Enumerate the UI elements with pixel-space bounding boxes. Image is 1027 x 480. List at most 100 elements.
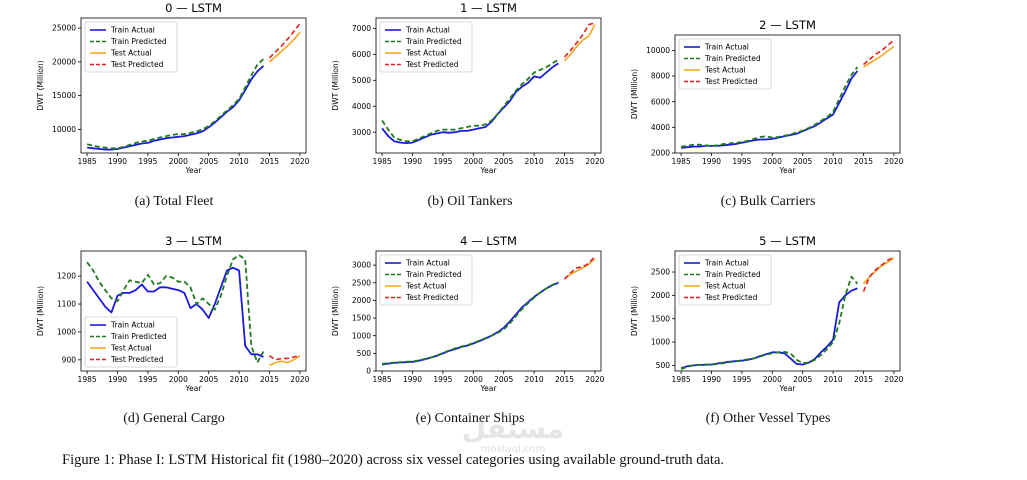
legend-box <box>678 38 772 90</box>
series-line-train-predicted <box>86 58 265 150</box>
y-tick-label: 20000 <box>52 57 76 66</box>
plot-frame <box>674 34 901 154</box>
x-tick-label: 1990 <box>702 157 721 166</box>
y-tick-label: 2500 <box>651 268 670 277</box>
y-tick-label: 500 <box>656 361 671 370</box>
x-axis-label: Year <box>779 384 797 393</box>
legend-label-train-actual: Train Actual <box>405 259 450 268</box>
x-tick-label: 2015 <box>260 375 279 384</box>
x-tick-label: 2005 <box>494 375 513 384</box>
line-chart-0: 0 — LSTM 1985 1990 1995 2000 2005 2010 2015 2020… <box>36 1 310 175</box>
legend-label-test-predicted: Test Predicted <box>110 355 164 364</box>
legend-label-train-predicted: Train Predicted <box>110 332 167 341</box>
x-tick-label: 1995 <box>732 157 751 166</box>
legend-label-train-predicted: Train Predicted <box>704 54 761 63</box>
caption-d: (d) General Cargo <box>123 411 225 426</box>
x-tick-label: 2005 <box>494 157 513 166</box>
x-tick-label: 2005 <box>793 157 812 166</box>
x-tick-label: 2010 <box>525 157 544 166</box>
x-tick-label: 2010 <box>525 375 544 384</box>
series-line-test-predicted <box>862 256 895 292</box>
x-tick-label: 1985 <box>78 375 97 384</box>
series-line-test-actual <box>563 24 596 62</box>
y-tick-label: 10000 <box>52 125 76 134</box>
legend-label-test-actual: Test Actual <box>704 282 746 291</box>
x-tick-label: 2000 <box>763 375 782 384</box>
legend-box <box>678 254 772 306</box>
legend: Train Actual Train Predicted Test Actual Te… <box>379 254 473 306</box>
legend-label-test-predicted: Test Predicted <box>704 77 758 86</box>
legend: Train Actual Train Predicted Test Actual Te… <box>678 38 772 90</box>
y-tick-label: 2000 <box>352 296 371 305</box>
legend: Train Actual Train Predicted Test Actual Te… <box>379 21 473 73</box>
chart-panel-2: 2 — LSTM 1985 1990 1995 2000 2005 2010 2015 2020… <box>625 15 910 187</box>
legend-label-train-predicted: Train Predicted <box>405 37 462 46</box>
legend: Train Actual Train Predicted Test Actual Te… <box>678 254 772 306</box>
plot-area: 3 — LSTM 1985 1990 1995 2000 2005 2010 2015 2020… <box>36 234 310 393</box>
x-tick-label: 2020 <box>290 157 309 166</box>
y-tick-label: 1000 <box>57 328 76 337</box>
plot-area: 5 — LSTM 1985 1990 1995 2000 2005 2010 2015 2020… <box>630 234 904 393</box>
legend-label-test-predicted: Test Predicted <box>704 293 758 302</box>
x-tick-label: 1990 <box>403 375 422 384</box>
x-tick-label: 1995 <box>138 375 157 384</box>
line-chart-1: 1 — LSTM 1985 1990 1995 2000 2005 2010 2015 2020… <box>331 1 605 175</box>
y-tick-label: 1200 <box>57 272 76 281</box>
x-tick-label: 2005 <box>793 375 812 384</box>
legend-label-test-predicted: Test Predicted <box>110 60 164 69</box>
x-tick-label: 2000 <box>169 375 188 384</box>
x-tick-label: 2015 <box>260 157 279 166</box>
y-tick-label: 1500 <box>651 314 670 323</box>
x-tick-label: 2010 <box>824 375 843 384</box>
y-tick-label: 10000 <box>646 46 670 55</box>
legend: Train Actual Train Predicted Test Actual Te… <box>84 21 178 73</box>
y-tick-label: 4000 <box>651 123 670 132</box>
y-tick-label: 1000 <box>352 331 371 340</box>
x-tick-label: 1995 <box>732 375 751 384</box>
x-tick-label: 1985 <box>373 157 392 166</box>
chart-panel-3: 3 — LSTM 1985 1990 1995 2000 2005 2010 2015 2020… <box>31 231 316 405</box>
caption-e: (e) Container Ships <box>415 411 525 426</box>
chart-panel-0: 0 — LSTM 1985 1990 1995 2000 2005 2010 2015 2020… <box>31 0 316 187</box>
y-tick-label: 900 <box>62 355 77 364</box>
series-line-test-predicted <box>269 354 301 361</box>
legend-label-test-predicted: Test Predicted <box>405 293 459 302</box>
y-axis-label: DWT (Million) <box>331 60 340 110</box>
chart-title: 2 — LSTM <box>759 18 816 32</box>
chart-title: 3 — LSTM <box>165 234 222 248</box>
watermark-url: mostaql.com <box>480 444 546 455</box>
series-line-test-predicted <box>268 22 301 59</box>
x-axis-label: Year <box>480 384 498 393</box>
x-axis-label: Year <box>480 166 498 175</box>
x-axis-label: Year <box>779 166 797 175</box>
y-tick-label: 15000 <box>52 91 76 100</box>
series-line-test-predicted <box>563 22 596 58</box>
x-tick-label: 2015 <box>854 157 873 166</box>
legend-label-test-actual: Test Actual <box>405 49 447 58</box>
chart-title: 4 — LSTM <box>460 234 517 248</box>
series-line-train-predicted <box>680 66 859 148</box>
y-tick-label: 2000 <box>651 291 670 300</box>
plot-frame <box>674 250 901 372</box>
legend-label-test-actual: Test Actual <box>405 282 447 291</box>
legend-box <box>379 21 473 73</box>
y-tick-label: 0 <box>366 367 371 376</box>
x-axis-label: Year <box>185 166 203 175</box>
x-tick-label: 2000 <box>464 375 483 384</box>
legend-label-train-predicted: Train Predicted <box>110 37 167 46</box>
x-tick-label: 2010 <box>230 375 249 384</box>
chart-panel-1: 1 — LSTM 1985 1990 1995 2000 2005 2010 2015 2020… <box>326 0 611 187</box>
series-line-train-actual <box>86 266 264 358</box>
series-line-test-predicted <box>563 255 596 280</box>
y-axis-label: DWT (Million) <box>630 286 639 336</box>
legend-label-train-actual: Train Actual <box>704 259 749 268</box>
series-line-train-actual <box>680 70 859 149</box>
x-tick-label: 2020 <box>884 157 903 166</box>
plot-frame <box>80 17 307 154</box>
caption-f: (f) Other Vessel Types <box>705 411 831 426</box>
plot-area: 0 — LSTM 1985 1990 1995 2000 2005 2010 2015 2020… <box>36 1 310 175</box>
series-line-test-actual <box>269 355 301 367</box>
series-line-train-actual <box>86 65 265 151</box>
x-tick-label: 1990 <box>108 375 127 384</box>
x-tick-label: 1995 <box>433 375 452 384</box>
